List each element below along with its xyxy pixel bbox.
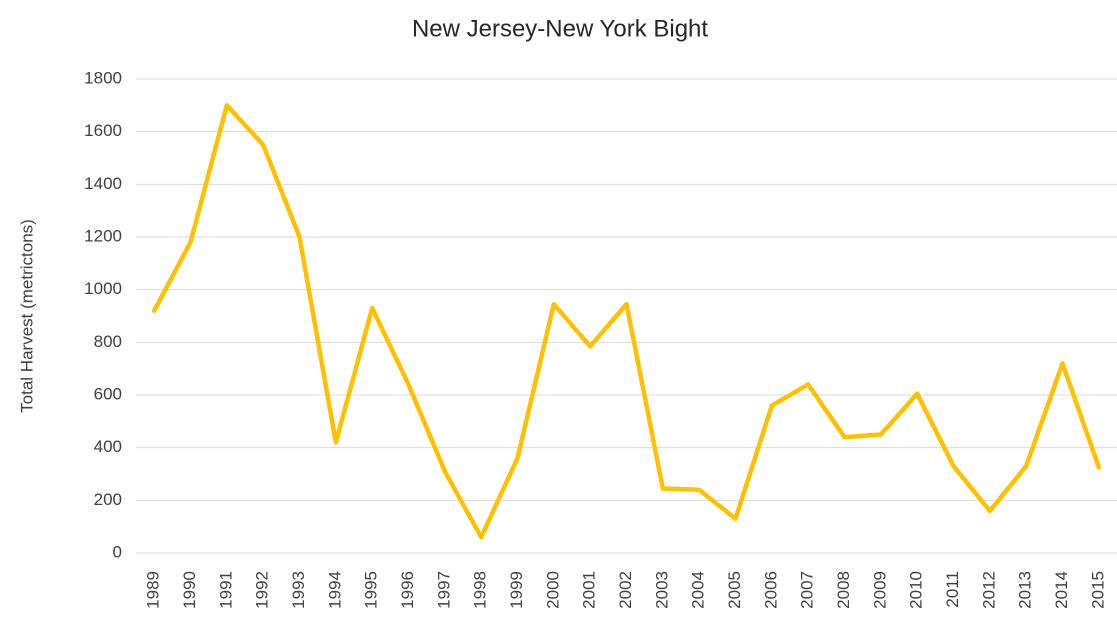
x-tick-label: 1994 bbox=[325, 571, 344, 609]
x-tick-label: 2000 bbox=[543, 571, 562, 609]
x-tick-label: 2001 bbox=[580, 571, 599, 609]
y-tick-label: 1800 bbox=[84, 68, 122, 87]
x-tick-label: 1996 bbox=[398, 571, 417, 609]
chart-title: New Jersey-New York Bight bbox=[412, 15, 708, 42]
y-tick-label: 400 bbox=[94, 437, 122, 456]
y-tick-label: 600 bbox=[94, 384, 122, 403]
x-tick-label: 2011 bbox=[943, 571, 962, 608]
x-tick-label: 1998 bbox=[471, 571, 490, 609]
x-tick-label: 2007 bbox=[798, 571, 817, 609]
x-tick-label: 1993 bbox=[289, 571, 308, 609]
x-tick-label: 2012 bbox=[979, 571, 998, 609]
y-tick-label: 800 bbox=[94, 332, 122, 351]
x-tick-label: 2008 bbox=[834, 571, 853, 609]
x-tick-label: 2014 bbox=[1052, 571, 1071, 609]
x-tick-label: 2013 bbox=[1016, 571, 1035, 609]
x-tick-label: 1997 bbox=[434, 571, 453, 609]
y-tick-label: 200 bbox=[94, 490, 122, 509]
y-tick-label: 0 bbox=[113, 542, 122, 561]
data-line bbox=[151, 103, 1102, 540]
y-axis-label: Total Harvest (metrictons) bbox=[17, 219, 36, 413]
x-tick-label: 1995 bbox=[362, 571, 381, 609]
x-tick-label: 1999 bbox=[507, 571, 526, 609]
x-tick-label: 1990 bbox=[180, 571, 199, 609]
x-tick-label: 1989 bbox=[144, 571, 163, 609]
x-tick-label: 2006 bbox=[761, 571, 780, 609]
x-tick-label: 2005 bbox=[725, 571, 744, 609]
x-tick-label: 2004 bbox=[689, 571, 708, 609]
y-tick-label: 1200 bbox=[84, 226, 122, 245]
x-tick-label: 2015 bbox=[1088, 571, 1107, 609]
x-tick-label: 2003 bbox=[652, 571, 671, 609]
x-tick-label: 2009 bbox=[870, 571, 889, 609]
x-tick-label: 2002 bbox=[616, 571, 635, 609]
y-tick-label: 1400 bbox=[84, 174, 122, 193]
y-tick-label: 1000 bbox=[84, 279, 122, 298]
x-tick-label: 1991 bbox=[216, 571, 235, 609]
x-tick-label: 2010 bbox=[907, 571, 926, 609]
x-tick-label: 1992 bbox=[253, 571, 272, 609]
y-tick-label: 1600 bbox=[84, 121, 122, 140]
